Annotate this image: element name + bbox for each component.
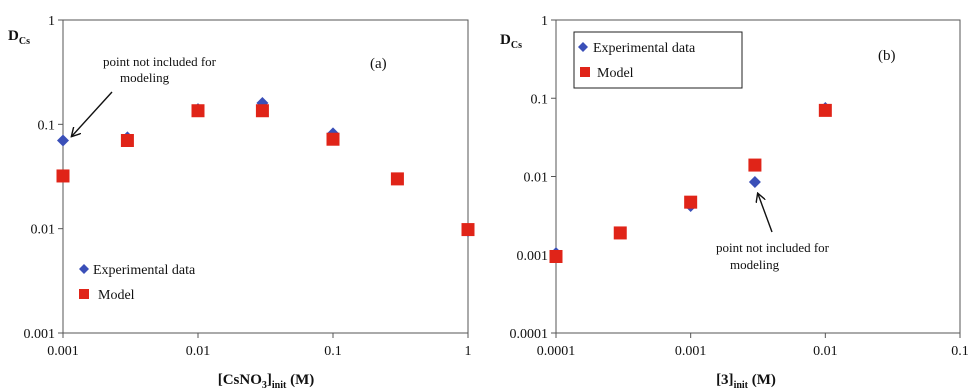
model-point-a-2: [191, 104, 205, 118]
annotation-arrow-b: [758, 194, 773, 233]
experimental-point-b-3: [748, 176, 761, 189]
x-tick-label-b-1: 0.001: [675, 344, 707, 359]
annotation-text-b-line2: modeling: [730, 257, 780, 272]
legend-a: Experimental data Model: [79, 263, 196, 303]
x-tick-label-a-3: 1: [465, 344, 472, 359]
model-point-b-1: [613, 226, 627, 240]
x-tick-label-b-3: 0.1: [951, 344, 969, 359]
x-axis-title-b-sub1: init: [734, 380, 749, 388]
legend-b-label-experimental: Experimental data: [593, 41, 696, 56]
y-axis-title-b-main: D: [500, 32, 511, 48]
y-tick-label-b-1: 0.001: [517, 249, 549, 264]
model-point-a-1: [120, 133, 134, 147]
y-axis-title-b-sub: Cs: [511, 40, 522, 51]
y-axis-title-a: DCs: [8, 28, 30, 47]
y-tick-label-a-2: 0.1: [38, 118, 56, 133]
y-tick-label-a-1: 0.01: [31, 223, 56, 238]
y-tick-label-b-4: 1: [541, 14, 548, 29]
annotation-text-a-line2: modeling: [120, 70, 170, 85]
model-point-a-3: [255, 104, 269, 118]
x-tick-label-b-2: 0.01: [813, 344, 838, 359]
marks-a: [56, 97, 475, 237]
ticks-a: 0.001 0.01 0.1 1 0.001 0.01 0.1 1: [24, 14, 472, 359]
y-tick-label-b-2: 0.01: [524, 171, 549, 186]
legend-b-diamond-icon: [578, 42, 588, 52]
annotation-arrow-a: [72, 91, 113, 136]
model-point-a-5: [390, 172, 404, 186]
panel-label-a: (a): [370, 56, 387, 72]
x-axis-title-a-sub1: 3: [262, 380, 267, 388]
x-axis-title-a-mid: ]: [267, 372, 272, 388]
panel-label-b: (b): [878, 48, 896, 64]
marks-b: [549, 102, 832, 263]
legend-b-box: [573, 31, 743, 89]
x-axis-title-b-main: [3]: [716, 372, 734, 388]
chart-panel-b: 0.0001 0.001 0.01 0.1 0.0001 0.001 0.01 0.1 1 DC…: [500, 14, 969, 388]
model-point-a-4: [326, 132, 340, 146]
y-tick-label-b-3: 0.1: [531, 92, 549, 107]
x-axis-title-b: [3]init (M): [716, 372, 776, 388]
model-point-b-2: [684, 195, 698, 209]
x-axis-title-b-end: (M): [748, 372, 776, 388]
legend-b-label-model: Model: [597, 66, 634, 81]
x-tick-label-a-1: 0.01: [186, 344, 211, 359]
y-axis-title-a-main: D: [8, 28, 19, 44]
model-point-a-6: [461, 223, 475, 237]
x-axis-title-a-end: (M): [286, 372, 314, 388]
chart-panel-a: 0.001 0.01 0.1 1 0.001 0.01 0.1 1 DCs [CsNO3]in…: [8, 14, 475, 388]
x-axis-title-a: [CsNO3]init (M): [218, 372, 315, 388]
x-tick-label-a-2: 0.1: [324, 344, 342, 359]
legend-b-square-icon: [580, 67, 590, 77]
y-axis-title-b: DCs: [500, 32, 522, 51]
annotation-text-b-line1: point not included for: [716, 240, 830, 255]
ticks-b: 0.0001 0.001 0.01 0.1 0.0001 0.001 0.01 0.1 1: [510, 14, 969, 359]
y-tick-label-a-3: 1: [48, 14, 55, 29]
legend-a-square-icon: [79, 289, 89, 299]
y-tick-label-b-0: 0.0001: [510, 327, 549, 342]
model-point-a-0: [56, 169, 70, 183]
model-point-b-0: [549, 249, 563, 263]
legend-b: Experimental data Model: [578, 41, 696, 81]
y-axis-title-a-sub: Cs: [19, 36, 30, 47]
x-axis-title-a-sub2: init: [272, 380, 287, 388]
legend-a-diamond-icon: [79, 264, 89, 274]
experimental-point-a-0: [57, 134, 69, 147]
legend-a-label-model: Model: [98, 288, 135, 303]
model-point-b-3: [748, 158, 762, 172]
model-point-b-4: [818, 103, 832, 117]
x-tick-label-b-0: 0.0001: [537, 344, 576, 359]
legend-a-label-experimental: Experimental data: [93, 263, 196, 278]
x-tick-label-a-0: 0.001: [47, 344, 79, 359]
y-tick-label-a-0: 0.001: [24, 327, 56, 342]
x-axis-title-a-main: [CsNO: [218, 372, 262, 388]
annotation-text-a-line1: point not included for: [103, 54, 217, 69]
